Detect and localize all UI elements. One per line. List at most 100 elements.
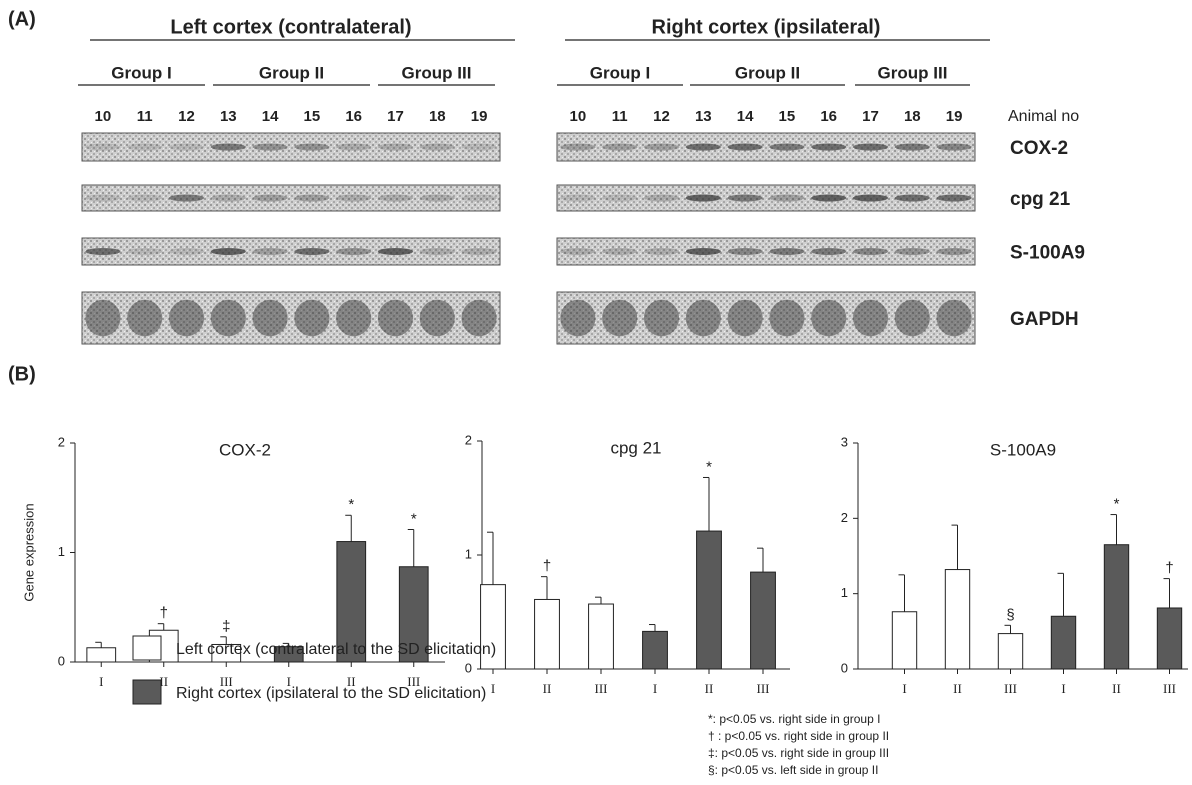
gel-band <box>294 144 329 151</box>
figure: (A) (B) Left cortex (contralateral)Group… <box>0 0 1192 785</box>
gel-band <box>127 248 162 255</box>
gel-band <box>728 144 763 151</box>
gel-band <box>169 144 204 151</box>
gel-band <box>336 195 371 202</box>
chart-title: cpg 21 <box>610 438 661 457</box>
x-tick-label: I <box>99 674 103 689</box>
animal-number: 11 <box>137 108 153 125</box>
gel-band <box>602 144 637 151</box>
group-label: Group II <box>735 63 800 82</box>
gel-band <box>644 248 679 255</box>
gel-band <box>85 195 120 202</box>
gel-band <box>420 300 455 336</box>
bar <box>87 648 116 662</box>
gel-band <box>169 248 204 255</box>
gel-band <box>336 144 371 151</box>
panel-label: (A) <box>8 8 36 30</box>
gel-band <box>462 144 497 151</box>
gel-band <box>253 248 288 255</box>
x-tick-label: III <box>1004 681 1017 696</box>
bar <box>998 634 1022 669</box>
bar <box>1051 616 1075 669</box>
gel-band <box>85 248 120 255</box>
gel-band <box>336 248 371 255</box>
x-tick-label: III <box>1163 681 1176 696</box>
gel-band <box>895 300 930 336</box>
x-tick-label: I <box>491 681 495 696</box>
gel-band <box>211 248 246 255</box>
x-tick-label: II <box>953 681 962 696</box>
bar <box>945 570 969 669</box>
gel-band <box>686 144 721 151</box>
gel-band <box>253 144 288 151</box>
gel-band <box>769 195 804 202</box>
legend-label: Right cortex (ipsilateral to the SD elic… <box>176 685 486 702</box>
x-tick-label: III <box>757 681 770 696</box>
gel-band <box>462 300 497 336</box>
gel-band <box>560 144 595 151</box>
gel-band <box>853 300 888 336</box>
animal-number: 17 <box>387 108 404 125</box>
region-title: Left cortex (contralateral) <box>170 16 411 38</box>
animal-number: 16 <box>345 108 362 125</box>
x-tick-label: II <box>705 681 714 696</box>
bar <box>892 612 916 669</box>
gel-band <box>853 248 888 255</box>
gel-band <box>378 300 413 336</box>
gel-band <box>937 248 972 255</box>
gel-band <box>769 144 804 151</box>
group-label: Group I <box>111 63 171 82</box>
y-tick-label: 1 <box>465 546 472 561</box>
gel-band <box>211 144 246 151</box>
gel-band <box>644 195 679 202</box>
y-tick-label: 1 <box>58 544 65 559</box>
gel-band <box>294 195 329 202</box>
animal-number: 15 <box>304 108 321 125</box>
bar <box>751 572 776 669</box>
animal-number: 12 <box>653 108 670 125</box>
animal-number: 18 <box>429 108 446 125</box>
gel-band <box>127 195 162 202</box>
animal-number: 19 <box>946 108 963 125</box>
animal-number: 15 <box>779 108 796 125</box>
gel-band <box>420 144 455 151</box>
group-label: Group III <box>878 63 948 82</box>
gel-band <box>127 144 162 151</box>
footnote: † : p<0.05 vs. right side in group II <box>708 729 889 743</box>
significance-mark: § <box>1006 606 1014 623</box>
bar <box>1157 608 1181 669</box>
group-label: Group I <box>590 63 650 82</box>
y-tick-label: 0 <box>465 660 472 675</box>
gel-band <box>560 300 595 336</box>
y-tick-label: 0 <box>841 660 848 675</box>
animal-number: 18 <box>904 108 921 125</box>
animal-number: 10 <box>570 108 587 125</box>
significance-mark: † <box>1165 560 1173 577</box>
gel-band <box>728 195 763 202</box>
gel-band <box>462 195 497 202</box>
gene-label: GAPDH <box>1010 309 1079 330</box>
bar <box>697 531 722 669</box>
gel-band <box>937 300 972 336</box>
bar <box>535 599 560 669</box>
gel-band <box>85 300 120 336</box>
legend-swatch <box>133 636 161 660</box>
x-tick-label: I <box>1061 681 1065 696</box>
gel-band <box>937 195 972 202</box>
gel-band <box>378 248 413 255</box>
group-label: Group III <box>402 63 472 82</box>
gel-band <box>644 144 679 151</box>
bar <box>643 631 668 669</box>
legend-label: Left cortex (contralateral to the SD eli… <box>176 641 496 658</box>
gel-band <box>253 300 288 336</box>
gene-label: COX-2 <box>1010 138 1068 159</box>
significance-mark: † <box>160 605 168 622</box>
bar <box>589 604 614 669</box>
gel-band <box>811 195 846 202</box>
gel-band <box>937 144 972 151</box>
gel-band <box>811 300 846 336</box>
bar <box>1104 545 1128 669</box>
x-tick-label: I <box>902 681 906 696</box>
animal-number: 13 <box>220 108 237 125</box>
x-tick-label: II <box>543 681 552 696</box>
